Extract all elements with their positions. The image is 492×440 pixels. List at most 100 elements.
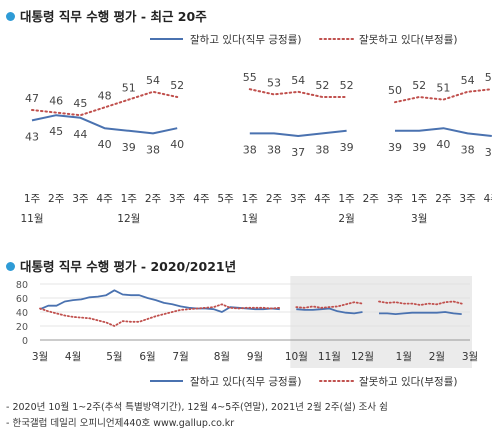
x-month-label: 3월	[411, 213, 427, 225]
disapprove-line-segment	[394, 88, 492, 104]
approve-data-label: 38	[146, 143, 160, 156]
legend-disapprove-label: 잘못하고 있다(부정률)	[359, 375, 457, 388]
x-tick-label: 1주	[24, 193, 41, 205]
approve-data-label: 37	[485, 146, 492, 159]
chart1-title-text: 대통령 직무 수행 평가 - 최근 20주	[20, 9, 207, 24]
x-month-label: 12월	[117, 213, 140, 225]
disapprove-data-label: 52	[340, 79, 354, 92]
approve-line-segment	[395, 127, 492, 137]
year-2020-2021-line-chart: 0 20 40 60 80 3월 4월 5월 6월 7월 8월 9월 10월 11월 12월 1월 2월 3월잘하…	[16, 276, 478, 388]
approve-line-segment	[39, 289, 280, 313]
disapprove-data-label: 48	[98, 89, 112, 102]
legend-approve-label: 잘하고 있다(직무 긍정률)	[190, 375, 301, 388]
disapprove-data-label: 52	[315, 79, 329, 92]
legend-disapprove-label: 잘못하고 있다(부정률)	[359, 33, 457, 46]
approve-line-segment	[31, 114, 178, 135]
disapprove-data-label: 52	[412, 79, 426, 92]
disapprove-data-label: 52	[170, 79, 184, 92]
x-month-label: 9월	[247, 351, 263, 363]
x-month-label: 3월	[462, 351, 478, 363]
disapprove-line-segment	[295, 301, 364, 309]
approve-data-label: 39	[412, 141, 426, 154]
x-tick-label: 2주	[145, 193, 162, 205]
footnote-source: - 한국갤럽 데일리 오피니언제440호 www.gallup.co.kr	[6, 418, 235, 429]
x-tick-label: 3주	[387, 193, 404, 205]
shaded-period-region	[290, 276, 472, 368]
y-tick-label: 80	[16, 280, 28, 291]
x-month-label: 1월	[242, 213, 258, 225]
x-tick-label: 1주	[121, 193, 138, 205]
x-tick-label: 3주	[290, 193, 307, 205]
chart2-title-text: 대통령 직무 수행 평가 - 2020/2021년	[20, 259, 237, 274]
approve-line-segment	[296, 307, 363, 315]
recent-20-weeks-line-chart: 잘하고 있다(직무 긍정률) 잘못하고 있다(부정률) 43 45 44 40 39 38 40…	[20, 33, 492, 225]
x-month-label: 11월	[20, 213, 43, 225]
x-month-label: 2월	[429, 351, 445, 363]
disapprove-data-label: 51	[122, 82, 136, 95]
approve-data-label: 39	[340, 141, 354, 154]
chart2-title: 대통령 직무 수행 평가 - 2020/2021년	[6, 256, 236, 275]
approve-line-segment	[249, 129, 347, 137]
approve-data-label: 38	[267, 143, 281, 156]
x-month-label: 8월	[214, 351, 230, 363]
x-month-label: 7월	[172, 351, 188, 363]
disapprove-data-label: 53	[267, 76, 281, 89]
x-tick-label: 4주	[96, 193, 113, 205]
approve-line-segment	[379, 311, 462, 315]
x-tick-label: 4주	[484, 193, 492, 205]
approve-data-label: 39	[122, 141, 136, 154]
x-tick-label: 2주	[48, 193, 65, 205]
x-month-label: 10월	[285, 351, 308, 363]
bullet-icon	[6, 262, 15, 271]
disapprove-line-segment	[248, 88, 348, 98]
x-tick-label: 1주	[338, 193, 355, 205]
disapprove-data-label: 51	[436, 82, 450, 95]
x-tick-label: 2주	[435, 193, 452, 205]
disapprove-line-segment	[31, 90, 179, 117]
x-month-label: 3월	[32, 351, 48, 363]
x-tick-label: 3주	[169, 193, 186, 205]
y-tick-label: 60	[16, 294, 28, 305]
approve-data-label: 40	[170, 138, 184, 151]
disapprove-data-label: 46	[49, 95, 63, 108]
disapprove-data-label: 54	[461, 74, 475, 87]
disapprove-data-label: 45	[73, 97, 87, 110]
approve-data-label: 40	[98, 138, 112, 151]
x-tick-label: 3주	[459, 193, 476, 205]
approve-data-label: 43	[25, 130, 39, 143]
y-tick-label: 0	[22, 336, 28, 347]
approve-data-label: 37	[291, 146, 305, 159]
x-month-label: 1월	[396, 351, 412, 363]
approve-data-label: 38	[315, 143, 329, 156]
x-tick-label: 1주	[411, 193, 428, 205]
approve-data-label: 38	[243, 143, 257, 156]
approve-data-label: 44	[73, 128, 87, 141]
disapprove-data-label: 54	[146, 74, 160, 87]
chart1-title: 대통령 직무 수행 평가 - 최근 20주	[6, 6, 207, 25]
x-tick-label: 5주	[217, 193, 234, 205]
x-month-label: 4월	[65, 351, 81, 363]
x-month-label: 6월	[139, 351, 155, 363]
x-tick-label: 2주	[363, 193, 380, 205]
x-tick-label: 1주	[242, 193, 259, 205]
approve-data-label: 39	[388, 141, 402, 154]
disapprove-data-label: 50	[388, 84, 402, 97]
x-tick-label: 3주	[72, 193, 89, 205]
y-tick-label: 20	[16, 322, 28, 333]
footnote-survey-breaks: - 2020년 10월 1~2주(추석 특별방역기간), 12월 4~5주(연말…	[6, 402, 388, 413]
approve-data-label: 38	[461, 143, 475, 156]
approve-data-label: 45	[49, 125, 63, 138]
disapprove-line-segment	[39, 303, 281, 327]
disapprove-data-label: 47	[25, 92, 39, 105]
x-month-label: 2월	[338, 213, 354, 225]
footnotes: - 2020년 10월 1~2주(추석 특별방역기간), 12월 4~5주(연말…	[6, 400, 388, 432]
approve-data-label: 40	[436, 138, 450, 151]
x-tick-label: 4주	[193, 193, 210, 205]
x-month-label: 11월	[318, 351, 341, 363]
y-tick-label: 40	[16, 308, 28, 319]
x-month-label: 12월	[351, 351, 374, 363]
x-month-label: 5월	[106, 351, 122, 363]
disapprove-line-segment	[378, 300, 463, 306]
x-tick-label: 4주	[314, 193, 331, 205]
disapprove-data-label: 55	[485, 71, 492, 84]
